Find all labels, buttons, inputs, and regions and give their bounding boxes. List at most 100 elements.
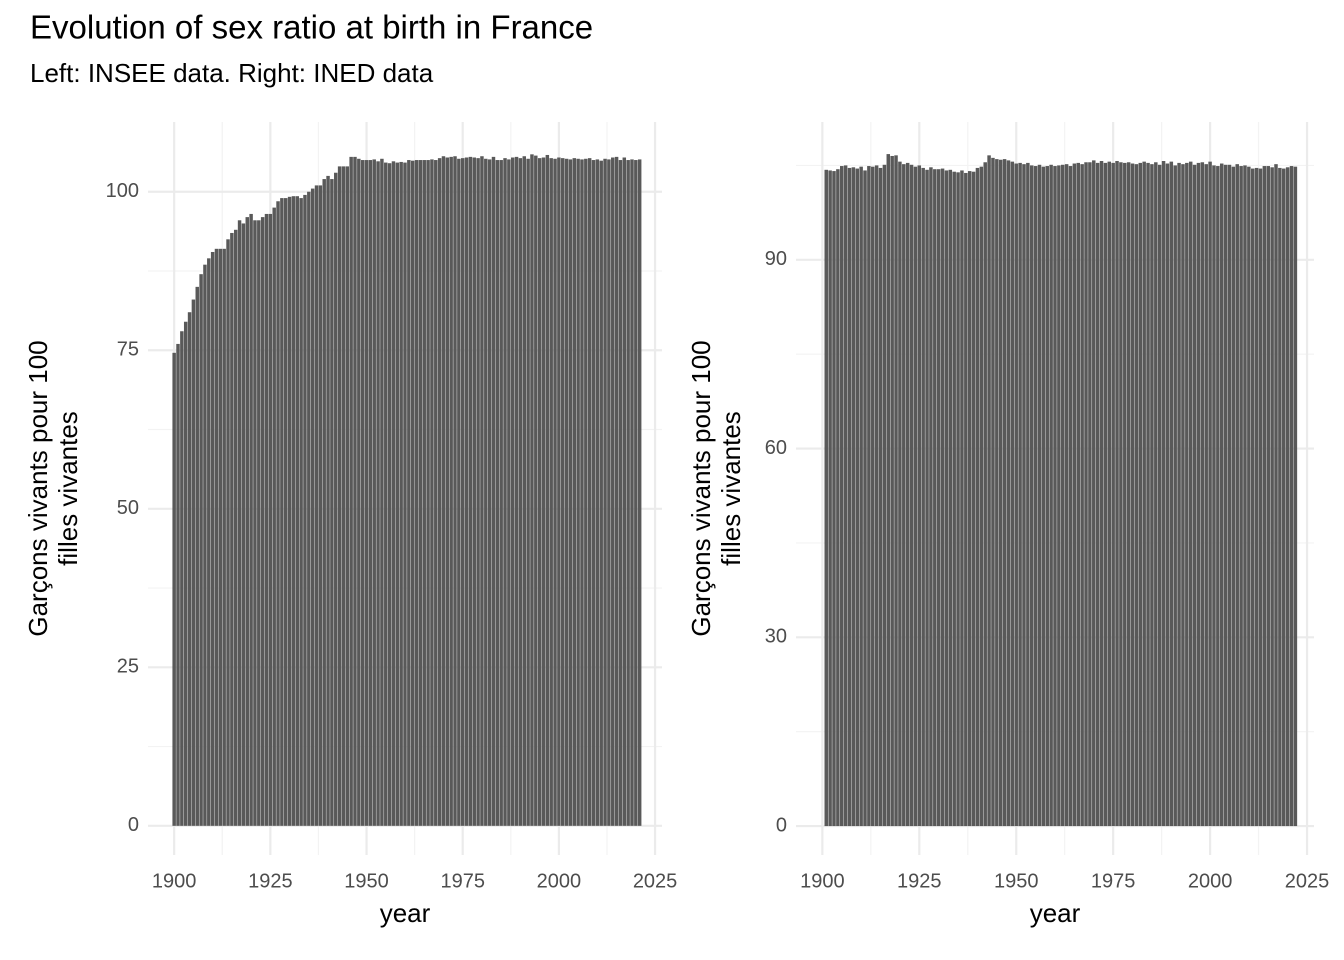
bar <box>460 158 465 826</box>
bar <box>964 172 968 827</box>
bar <box>1123 162 1127 827</box>
bar <box>557 157 561 826</box>
bar <box>387 163 392 826</box>
bar <box>326 175 330 826</box>
bar <box>1080 164 1084 827</box>
bar <box>828 170 832 827</box>
bar <box>1076 162 1081 827</box>
bar <box>487 159 492 826</box>
bar <box>253 220 257 826</box>
bar <box>318 185 323 826</box>
bar <box>276 201 280 826</box>
bar <box>1115 161 1119 827</box>
bar <box>210 251 215 826</box>
bar <box>1119 162 1123 827</box>
bar <box>434 160 438 826</box>
y-axis-title-line: Garçons vivants pour 100 <box>23 340 53 636</box>
bar <box>936 169 941 827</box>
bar <box>843 165 848 827</box>
bar <box>226 239 230 826</box>
bar <box>222 248 226 826</box>
bar <box>214 248 219 826</box>
bar <box>836 169 840 827</box>
bar <box>1282 168 1286 827</box>
bar <box>847 167 852 827</box>
bar <box>499 160 503 826</box>
bar <box>1088 162 1092 827</box>
bar <box>1247 166 1251 827</box>
bar <box>599 160 603 826</box>
bar <box>1099 161 1104 827</box>
bar <box>940 168 945 827</box>
bar <box>1181 164 1185 827</box>
bar <box>863 170 867 827</box>
bar <box>886 154 891 827</box>
bar <box>630 159 634 826</box>
bar <box>1219 163 1224 827</box>
bar <box>1072 163 1077 827</box>
bar <box>287 196 292 826</box>
bar <box>867 166 871 827</box>
bar <box>580 159 584 826</box>
bar <box>882 164 887 827</box>
bar <box>372 159 376 826</box>
bar <box>1243 165 1247 827</box>
bar <box>576 158 580 826</box>
bar <box>1045 166 1049 827</box>
bar <box>960 170 964 827</box>
bar <box>1212 165 1216 827</box>
bar <box>1274 164 1278 827</box>
bar <box>1126 162 1131 827</box>
bar <box>349 156 353 826</box>
bar <box>1146 162 1150 827</box>
bar <box>249 213 253 826</box>
y-tick-label: 60 <box>765 437 787 459</box>
bar <box>241 223 246 826</box>
bar <box>1216 166 1220 827</box>
bar <box>1278 167 1282 827</box>
bar <box>534 155 538 826</box>
bar <box>1130 163 1135 827</box>
bar <box>561 158 565 826</box>
bar <box>280 198 284 826</box>
bar <box>1103 162 1108 827</box>
bar <box>484 158 488 826</box>
x-tick-label: 2000 <box>1188 870 1233 892</box>
bar <box>1196 162 1201 827</box>
bar <box>1262 166 1267 827</box>
bar <box>1239 166 1243 827</box>
bar <box>418 160 423 826</box>
bar <box>983 162 987 827</box>
bar <box>967 171 972 827</box>
x-axis-title: year <box>380 898 431 928</box>
bar <box>626 160 630 826</box>
bar <box>1177 162 1181 827</box>
bar <box>1107 161 1112 827</box>
bar <box>1061 164 1065 827</box>
bar <box>1041 166 1046 827</box>
bar <box>353 156 357 826</box>
bar <box>1064 164 1069 827</box>
bar <box>1169 161 1174 827</box>
bar <box>545 154 550 826</box>
bar <box>614 156 619 826</box>
y-axis-title-line: filles vivantes <box>53 411 83 566</box>
x-tick-label: 2000 <box>537 870 582 892</box>
bar <box>909 164 914 827</box>
bar <box>824 169 828 827</box>
bar <box>894 155 898 827</box>
bar <box>1227 164 1232 827</box>
bar <box>987 155 991 827</box>
bar <box>330 179 334 826</box>
bar <box>1200 162 1205 827</box>
subtitle: Left: INSEE data. Right: INED data <box>30 58 434 88</box>
bar <box>634 160 638 826</box>
bar <box>1188 161 1193 827</box>
bar <box>1266 166 1270 827</box>
bar <box>345 166 350 826</box>
bar <box>587 158 592 826</box>
bar <box>1254 167 1259 827</box>
bar <box>944 170 949 827</box>
bar <box>859 166 863 827</box>
